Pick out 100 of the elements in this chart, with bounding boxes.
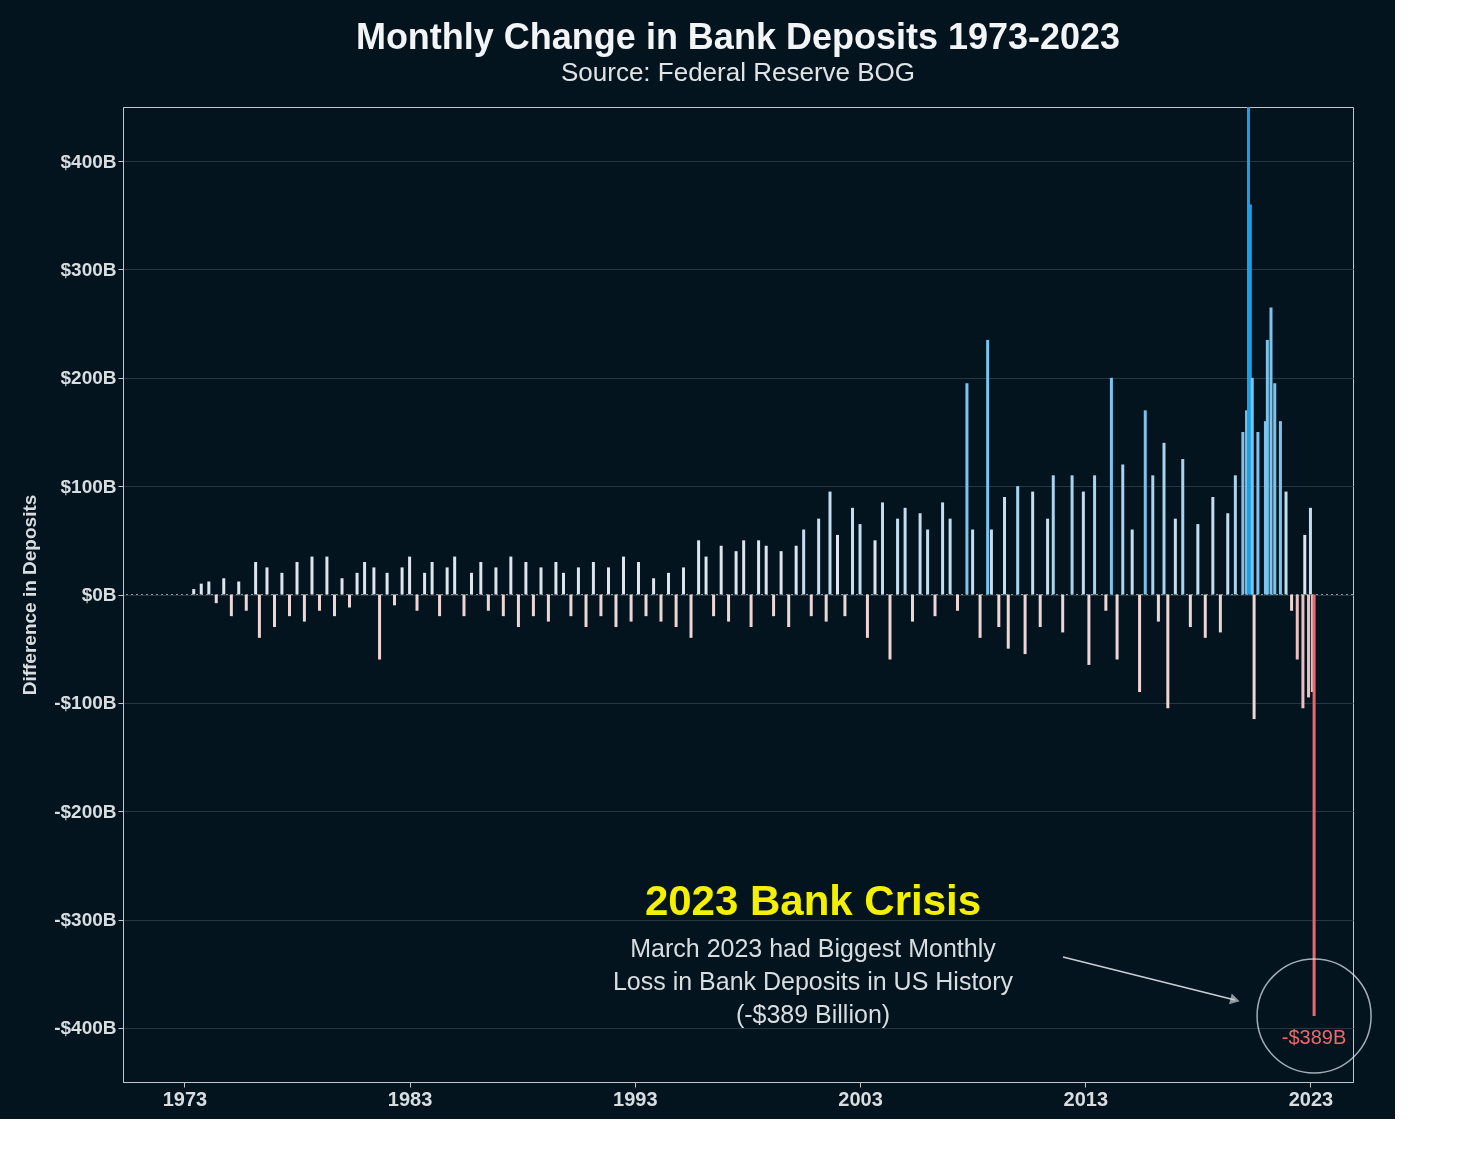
annotation: March 2023 had Biggest Monthly (630, 934, 997, 962)
bar (378, 594, 382, 660)
bar (1295, 594, 1299, 660)
bar (479, 562, 483, 595)
bar (199, 583, 203, 595)
x-tick-label: 2003 (838, 1087, 883, 1110)
bar (1303, 534, 1307, 595)
bar (681, 567, 685, 595)
bar (192, 589, 196, 595)
bar (712, 594, 716, 617)
bar (1115, 594, 1119, 660)
bar (918, 513, 922, 595)
bar (622, 556, 625, 595)
bar (689, 594, 693, 638)
bar (453, 556, 457, 595)
bar (1121, 464, 1125, 595)
bar (318, 594, 322, 611)
bar (719, 545, 723, 595)
bar (1211, 497, 1215, 595)
bar (494, 567, 498, 595)
bar (273, 594, 276, 627)
bar (1226, 513, 1230, 595)
bar (607, 567, 611, 595)
bar (674, 594, 678, 627)
bar (430, 562, 434, 595)
y-tick-label: -$400B (54, 1017, 117, 1039)
bar (1031, 491, 1035, 595)
bar (1081, 491, 1085, 595)
bar (385, 572, 389, 595)
bar (697, 540, 701, 595)
bar (1162, 442, 1166, 595)
bar (1188, 594, 1192, 627)
bar (903, 507, 907, 595)
bar (772, 594, 776, 617)
bar (779, 551, 783, 595)
annotation: 2023 Bank Crisis (644, 877, 982, 924)
bar (896, 518, 900, 595)
bar (372, 567, 376, 595)
bar (1307, 594, 1311, 698)
bar (971, 529, 975, 595)
bar (325, 556, 329, 595)
bar (989, 529, 993, 595)
bar (438, 594, 442, 617)
bar (865, 594, 869, 638)
bar (704, 556, 708, 595)
bar (659, 594, 663, 622)
bar (1070, 475, 1074, 595)
bar (802, 529, 806, 595)
bar (1051, 475, 1055, 595)
bar (539, 567, 543, 595)
bar (295, 562, 299, 595)
bar (1250, 377, 1254, 595)
bar (569, 594, 573, 617)
bar (1278, 421, 1282, 595)
bar (881, 502, 885, 595)
bar (911, 594, 914, 622)
y-tick-label: $300B (60, 259, 117, 280)
x-tick-label: 2013 (1063, 1087, 1109, 1110)
bar (1284, 491, 1288, 595)
bar (229, 594, 233, 617)
bar (1143, 410, 1147, 595)
bar (614, 594, 618, 627)
bar (824, 594, 828, 622)
bar (333, 594, 336, 617)
bar (888, 594, 892, 660)
bar (1166, 594, 1170, 709)
bar (516, 594, 520, 627)
bar (257, 594, 261, 638)
bar (742, 540, 746, 595)
bar (302, 594, 306, 622)
bar (787, 594, 791, 627)
bar (222, 578, 226, 595)
bar (554, 562, 558, 595)
bar (1138, 594, 1142, 692)
bar (400, 567, 404, 595)
bar (207, 581, 211, 595)
y-tick-label: -$200B (54, 800, 117, 822)
bar (524, 562, 528, 595)
y-tick-label: -$100B (54, 692, 117, 714)
bar (836, 534, 840, 595)
bar (237, 581, 241, 595)
bar (1218, 594, 1222, 633)
y-tick-label: -$300B (54, 909, 117, 930)
bar (1196, 524, 1200, 595)
x-tick-label: 1983 (387, 1087, 433, 1110)
bar (509, 556, 513, 595)
bar (965, 383, 969, 595)
bar (727, 594, 731, 622)
bar (265, 567, 269, 595)
bar (1252, 594, 1256, 720)
bar (214, 594, 218, 604)
bar (1006, 594, 1010, 649)
bar (851, 507, 854, 595)
x-tick-label: 1973 (162, 1087, 208, 1110)
bar (531, 594, 535, 617)
bar (576, 567, 580, 595)
bar (1046, 518, 1050, 595)
bar (562, 572, 565, 595)
bar (749, 594, 753, 627)
bar (809, 594, 813, 617)
